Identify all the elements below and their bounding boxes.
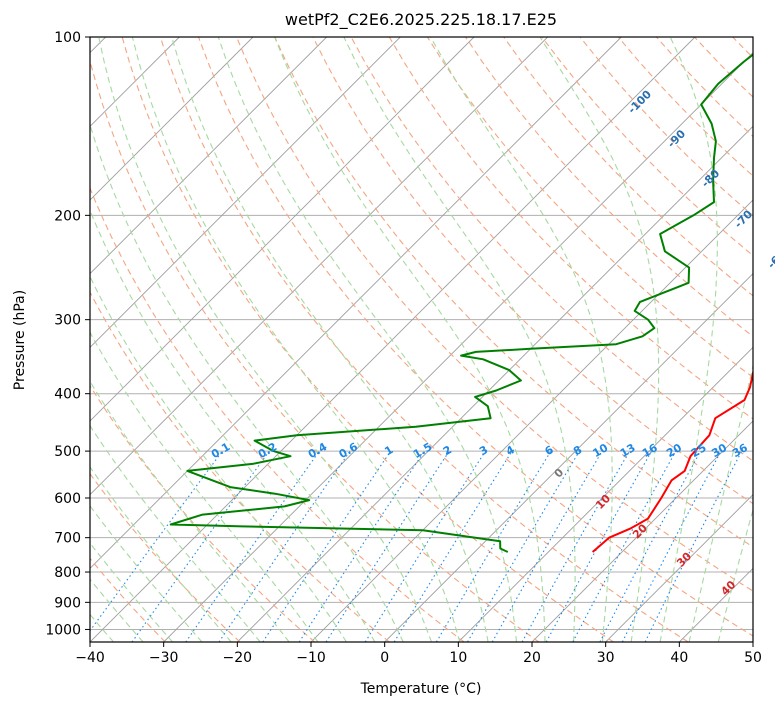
x-tick-label: 30 <box>597 650 615 666</box>
dry-adiabat-line <box>312 37 753 505</box>
moist-adiabat-line <box>90 542 174 642</box>
dry-adiabat-line <box>465 37 753 338</box>
y-tick-label: 200 <box>54 208 81 224</box>
moist-adiabat-line <box>90 208 376 642</box>
dry-adiabat-line <box>121 37 614 642</box>
dry-adiabat-line <box>236 37 753 592</box>
y-tick-label: 100 <box>54 30 81 46</box>
x-tick-label: −40 <box>75 650 105 666</box>
moist-adiabat-line <box>274 37 546 642</box>
mixing-ratio-line <box>572 450 677 642</box>
dry-adiabat-line <box>426 37 753 379</box>
chart-title: wetPf2_C2E6.2025.225.18.17.E25 <box>285 10 557 30</box>
isotherm-line <box>163 52 753 642</box>
x-tick-label: −30 <box>149 650 179 666</box>
x-tick-label: 10 <box>449 650 467 666</box>
dry-adiabat-line <box>90 186 465 642</box>
mixing-ratio-line <box>298 450 425 642</box>
mixing-ratio-line <box>435 450 552 642</box>
dewpoint-profile-line <box>169 53 753 553</box>
x-tick-label: −10 <box>296 650 326 666</box>
moist-adiabat-line <box>90 504 203 642</box>
dry-adiabat-line <box>197 37 753 637</box>
x-axis-label: Temperature (°C) <box>360 681 482 697</box>
moist-adiabat-line <box>343 37 576 642</box>
moist-adiabat-line <box>131 37 461 642</box>
dry-adiabat-line <box>90 472 241 642</box>
isotherm-line <box>90 37 327 275</box>
mixing-ratio-line <box>364 450 486 642</box>
moist-adiabat-line <box>90 380 290 642</box>
dry-adiabat-label: -60 <box>765 248 775 271</box>
isotherm-line <box>531 420 753 642</box>
dry-adiabat-line <box>388 37 753 420</box>
y-tick-label: 300 <box>54 313 81 329</box>
isotherm-line <box>237 125 753 642</box>
isotherm-line <box>90 37 254 201</box>
moist-adiabat-line <box>90 122 404 642</box>
moist-adiabat-line <box>659 37 718 642</box>
isotherm-line <box>605 494 753 642</box>
moist-adiabat-line <box>688 363 753 642</box>
y-tick-label: 900 <box>54 595 81 611</box>
dry-adiabat-line <box>90 384 316 642</box>
plot-frame <box>89 36 754 643</box>
x-tick-label: 20 <box>523 650 541 666</box>
dry-adiabat-line <box>503 37 753 297</box>
isotherm-line <box>90 37 475 422</box>
dry-adiabat-line <box>274 37 753 548</box>
axes: −40 −30 −20 −10 0 10 20 30 40 50 1000 900 800 700 600 5… <box>45 30 762 666</box>
dry-adiabat-line <box>159 37 689 642</box>
y-tick-label: 500 <box>54 444 81 460</box>
x-tick-label: −20 <box>223 650 253 666</box>
moist-adiabat-line <box>90 424 261 642</box>
x-tick-label: 50 <box>744 650 762 666</box>
isotherm-line <box>384 273 753 642</box>
mixing-ratio-line <box>599 450 701 642</box>
y-tick-label: 600 <box>54 491 81 507</box>
mixing-ratio-line <box>185 450 320 642</box>
isotherm-line <box>310 199 753 642</box>
dry-adiabat-line <box>90 290 390 642</box>
x-tick-label: 0 <box>380 650 389 666</box>
mixing-ratio-line <box>467 450 580 642</box>
y-tick-label: 1000 <box>45 622 81 638</box>
mixing-ratio-line <box>262 450 392 642</box>
moist-adiabat-line <box>90 275 347 642</box>
x-tick-label: 40 <box>670 650 688 666</box>
moist-adiabat-line <box>539 37 660 642</box>
isotherm-line <box>90 37 401 348</box>
dry-adiabat-line <box>90 59 540 642</box>
moist-adiabat-line <box>171 37 489 642</box>
background-lines <box>90 37 753 642</box>
isotherm-line <box>458 346 753 642</box>
y-tick-label: 800 <box>54 565 81 581</box>
mixing-ratio-line <box>218 450 351 642</box>
moist-adiabat-line <box>717 507 753 642</box>
y-axis-label: Pressure (hPa) <box>12 290 28 390</box>
y-tick-label: 400 <box>54 387 81 403</box>
isotherm-line <box>90 37 696 642</box>
mixing-ratio-line <box>393 450 513 642</box>
mixing-ratio-line <box>325 450 450 642</box>
moist-adiabat-line <box>217 37 518 642</box>
isotherm-line <box>90 37 548 496</box>
temperature-profile-line <box>591 368 753 553</box>
y-tick-label: 700 <box>54 531 81 547</box>
moist-adiabat-line <box>98 37 433 642</box>
moist-adiabat-line <box>90 466 232 642</box>
moist-adiabat-line <box>430 37 613 642</box>
profile-lines <box>169 53 753 553</box>
dry-adiabat-line <box>350 37 753 462</box>
